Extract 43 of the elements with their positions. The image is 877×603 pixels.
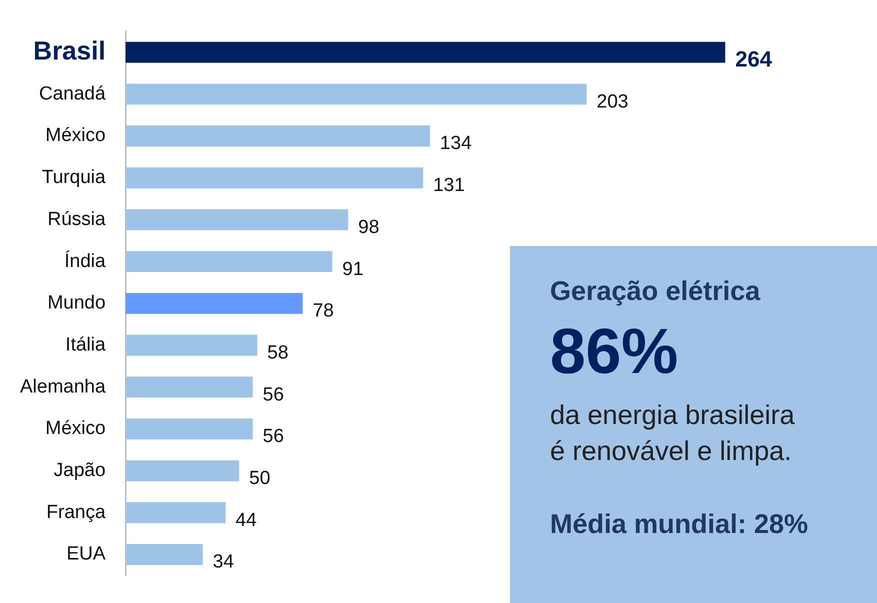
y-tick-label: Mundo [47,292,106,314]
bar [126,376,253,398]
y-tick-label: Brasil [33,35,106,66]
bar [126,42,726,63]
y-tick-label: Rússia [47,208,106,230]
y-tick-label: Canadá [38,83,106,104]
y-tick-label: Índia [64,250,106,272]
bar [126,126,430,146]
y-tick-label: Alemanha [20,376,106,398]
bar [126,292,303,314]
data-label: 203 [596,91,628,112]
bar [126,251,332,272]
bar [126,460,240,482]
data-label: 131 [433,175,465,196]
data-label: 56 [262,384,284,406]
y-tick-label: México [45,125,106,146]
data-label: 98 [358,216,380,238]
data-label: 91 [342,258,364,280]
bar [126,84,587,105]
bar [126,167,424,188]
bar [126,209,348,230]
y-tick-label: EUA [66,544,106,565]
data-label: 56 [262,426,284,448]
bar [126,418,253,440]
y-tick-label: Turquia [42,167,106,188]
annotation: da energia brasileira é renovável e limpa. [550,399,796,468]
bar [126,544,203,565]
y-tick-label: Japão [54,460,106,482]
annotation: Média mundial: 28% [550,509,810,540]
data-label: 134 [440,133,472,154]
data-label: 58 [267,342,288,364]
y-tick-label: Itália [65,334,106,356]
data-label: 264 [735,46,773,72]
bar [126,334,258,356]
annotation: Geração elétrica [550,276,762,307]
data-label: 78 [312,300,334,322]
y-tick-label: França [46,502,106,523]
data-label: 44 [236,510,258,531]
annotation: 86% [550,314,680,389]
data-label: 50 [249,468,270,490]
y-tick-label: México [45,418,106,440]
data-label: 34 [212,552,234,573]
bar [126,502,226,524]
